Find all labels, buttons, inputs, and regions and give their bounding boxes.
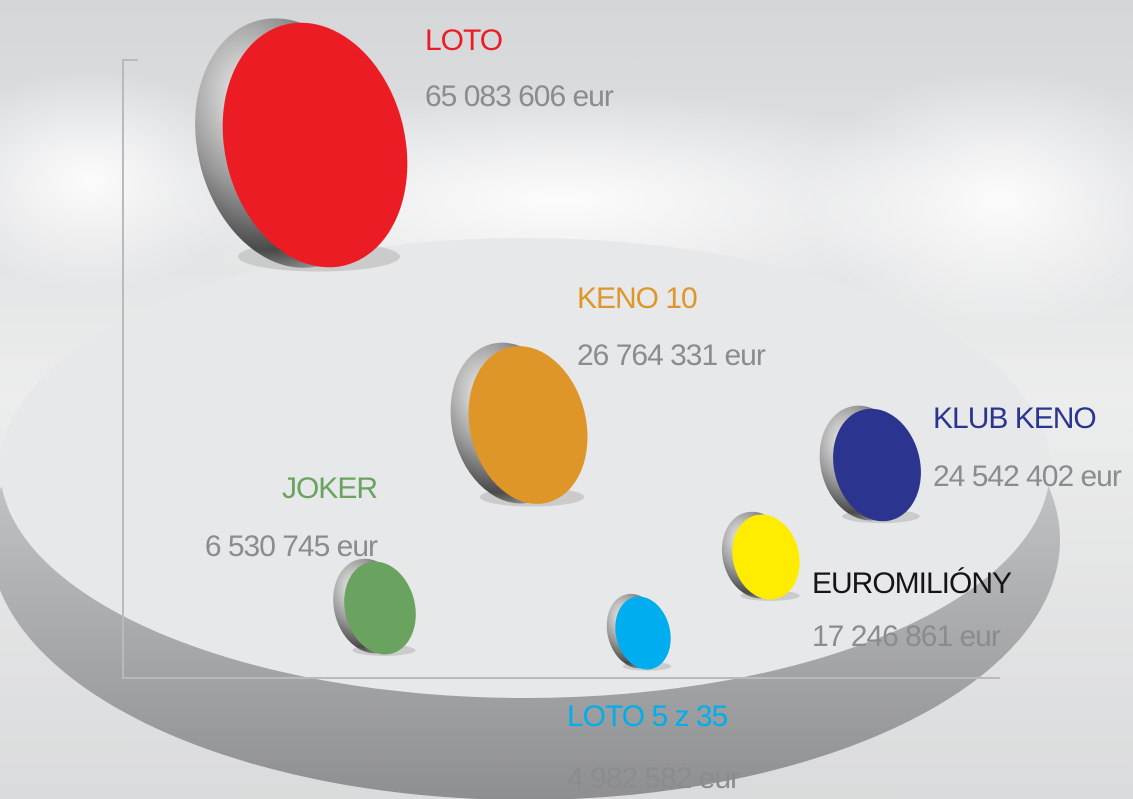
game-amount: 6 530 745 eur <box>205 530 378 563</box>
game-name: EUROMILIÓNY <box>812 567 1012 600</box>
game-name: LOTO <box>425 24 502 57</box>
game-name: KENO 10 <box>577 282 697 315</box>
page: LOTO 65 083 606 eur KENO 10 26 764 331 eur K… <box>0 0 1133 799</box>
game-amount: 4 982 582 eur <box>567 762 740 795</box>
game-amount: 24 542 402 eur <box>933 460 1122 493</box>
game-name: JOKER <box>282 472 377 505</box>
game-name: LOTO 5 z 35 <box>567 700 728 733</box>
game-amount: 17 246 861 eur <box>812 620 1001 653</box>
game-name: KLUB KENO <box>933 402 1096 435</box>
game-amount: 65 083 606 eur <box>425 80 614 113</box>
game-amount: 26 764 331 eur <box>577 339 766 372</box>
infographic: LOTO 65 083 606 eur KENO 10 26 764 331 eur K… <box>0 0 1133 799</box>
